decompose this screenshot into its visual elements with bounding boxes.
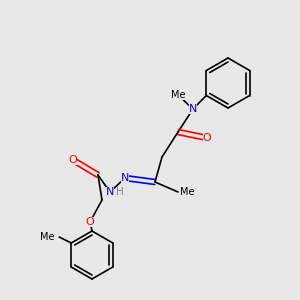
Text: H: H [116,187,124,197]
Text: O: O [69,155,77,165]
Text: Me: Me [171,90,185,100]
Text: Me: Me [40,232,54,242]
Text: Me: Me [180,187,194,197]
Text: N: N [106,187,114,197]
Text: O: O [85,217,94,227]
Text: N: N [121,173,129,183]
Text: O: O [202,133,211,143]
Text: N: N [189,104,197,114]
